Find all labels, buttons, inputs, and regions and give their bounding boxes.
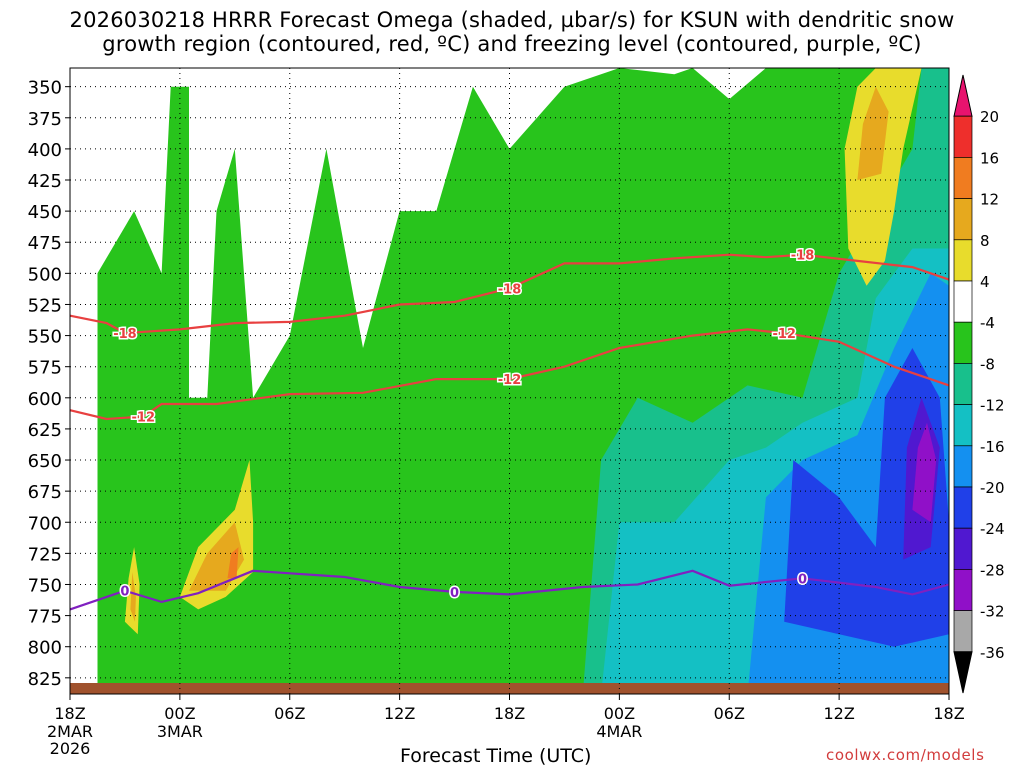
y-tick-label: 550 [28, 327, 62, 348]
title-line-2: growth region (contoured, red, ºC) and f… [102, 32, 922, 56]
colorbar-segment [953, 569, 973, 611]
credit-text: coolwx.com/models [826, 746, 985, 764]
colorbar-segment [953, 115, 973, 158]
colorbar-label: -28 [980, 561, 1005, 579]
y-tick-label: 825 [28, 669, 62, 690]
y-tick-label: 400 [28, 140, 62, 161]
y-tick-label: 750 [28, 575, 62, 596]
omega-field-8 [857, 86, 889, 180]
y-tick-label: 525 [28, 295, 62, 316]
colorbar-label: 16 [980, 149, 999, 167]
title-line-1: 2026030218 HRRR Forecast Omega (shaded, … [69, 8, 955, 32]
contour-line-2 [69, 569, 950, 611]
colorbar-segment [953, 363, 973, 405]
y-tick-label: 625 [28, 420, 62, 441]
colorbar-bottom-arrow [953, 651, 973, 694]
colorbar-segment [953, 486, 973, 529]
x-tick-label: 06Z [274, 704, 305, 723]
colorbar-label: -20 [980, 479, 1005, 497]
colorbar-label: -4 [980, 314, 995, 332]
x-tick-sublabel: 2026 [50, 739, 91, 758]
y-tick-label: 375 [28, 109, 62, 130]
y-tick-label: 500 [28, 264, 62, 285]
colorbar-segment [953, 445, 973, 488]
y-tick-label: 575 [28, 358, 62, 379]
x-tick-label: 18Z [494, 704, 525, 723]
colorbar-label: -12 [980, 397, 1005, 415]
colorbar-segment [953, 157, 973, 199]
colorbar-label: -24 [980, 520, 1005, 538]
omega-field-4 [784, 348, 949, 647]
contour-label: 0 [798, 572, 807, 587]
contour-line-0 [69, 253, 950, 335]
colorbar-label: 20 [980, 108, 999, 126]
x-tick-sublabel: 2MAR [47, 722, 93, 741]
colorbar-label: 4 [980, 273, 990, 291]
colorbar-segment [953, 321, 973, 364]
y-tick-label: 600 [28, 389, 62, 410]
y-tick-label: 450 [28, 202, 62, 223]
y-tick-label: 700 [28, 513, 62, 534]
omega-field-10 [130, 572, 136, 622]
omega-shading [97, 68, 949, 694]
omega-field-13 [227, 547, 239, 579]
colorbar-label: 8 [980, 232, 990, 250]
x-tick-label: 00Z [164, 704, 195, 723]
y-tick-label: 650 [28, 451, 62, 472]
colorbar-segment [953, 198, 973, 241]
contour-lines: -18 -18 -18 -12 -12 -12 0 0 0 [69, 247, 950, 611]
omega-field-6 [912, 422, 937, 523]
colorbar-label: -8 [980, 355, 995, 373]
colorbar-segment [953, 404, 973, 447]
colorbar-segment [953, 610, 973, 653]
contour-label: -12 [772, 327, 796, 342]
x-tick-label: 18Z [933, 704, 964, 723]
contour-label: -18 [498, 282, 522, 297]
y-tick-label: 775 [28, 607, 62, 628]
x-tick-label: 12Z [823, 704, 854, 723]
y-axis: 350 375 400 425 450 475 500 525 550 575 600 625 650 6… [28, 78, 70, 690]
colorbar-top-arrow [953, 74, 973, 117]
colorbar-label: -36 [980, 644, 1005, 662]
x-tick-label: 12Z [384, 704, 415, 723]
contour-label: 0 [450, 586, 459, 601]
y-tick-label: 800 [28, 638, 62, 659]
y-tick-label: 425 [28, 171, 62, 192]
chart-title: 2026030218 HRRR Forecast Omega (shaded, … [0, 8, 1024, 56]
colorbar-segment [953, 527, 973, 570]
x-tick-label: 18Z [54, 704, 85, 723]
y-tick-label: 725 [28, 544, 62, 565]
colorbar-label: -32 [980, 603, 1005, 621]
y-tick-label: 675 [28, 482, 62, 503]
x-tick-label: 00Z [604, 704, 635, 723]
contour-line-1 [69, 328, 950, 421]
contour-label: -18 [113, 327, 137, 342]
contour-label: 0 [120, 585, 129, 600]
y-tick-label: 350 [28, 78, 62, 99]
contour-label: -12 [498, 373, 522, 388]
colorbar-label: 12 [980, 191, 999, 209]
contour-label: -18 [791, 249, 815, 264]
x-tick-sublabel: 3MAR [157, 722, 203, 741]
colorbar-segment [953, 280, 973, 323]
y-tick-label: 475 [28, 233, 62, 254]
colorbar-label: -16 [980, 438, 1005, 456]
contour-label: -12 [132, 410, 156, 425]
x-tick-sublabel: 4MAR [596, 722, 642, 741]
x-axis-label: Forecast Time (UTC) [400, 745, 592, 767]
colorbar-segment [953, 239, 973, 282]
x-tick-label: 06Z [714, 704, 745, 723]
colorbar: 20 16 12 8 4 -4 -8 -12 -16 -20 -24 -28 -32 -36 [953, 74, 1005, 694]
